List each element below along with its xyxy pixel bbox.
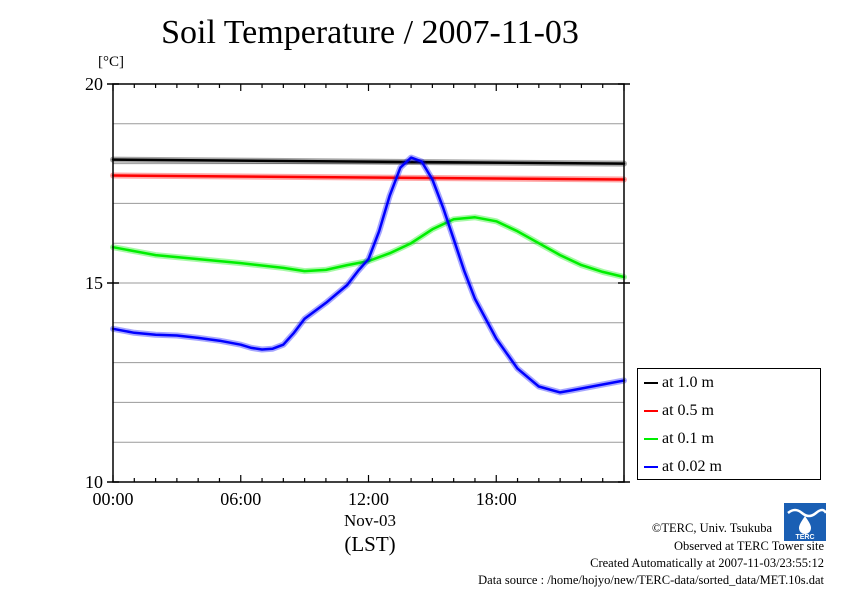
logo-text: TERC [795, 534, 814, 541]
x-tick-label: 18:00 [476, 489, 517, 509]
x-tick-label: 06:00 [220, 489, 261, 509]
y-axis-unit: [°C] [98, 54, 124, 70]
footer-source: Data source : /home/hojyo/new/TERC-data/… [478, 573, 824, 587]
series-line-3 [111, 156, 626, 394]
y-tick-label: 20 [85, 74, 103, 94]
chart-title: Soil Temperature / 2007-11-03 [161, 14, 579, 51]
legend-swatch-1m [644, 382, 658, 384]
grid [113, 123, 624, 443]
footer-site: Observed at TERC Tower site [673, 539, 824, 553]
legend-swatch-0-1m [644, 438, 658, 440]
legend-item-0-02m: at 0.02 m [644, 457, 722, 477]
y-tick-label: 10 [85, 472, 103, 492]
legend-label-1m: at 1.0 m [662, 374, 714, 391]
legend-label-0-5m: at 0.5 m [662, 402, 714, 419]
axis-ticks: 10 15 20 00:00 06:00 12:00 18:00 [85, 74, 630, 509]
x-tick-label: 12:00 [348, 489, 389, 509]
series-line-0 [111, 158, 626, 165]
series-layer [110, 154, 627, 396]
legend-label-0-02m: at 0.02 m [662, 458, 722, 475]
legend: at 1.0 m at 0.5 m at 0.1 m at 0.02 m [637, 368, 821, 480]
legend-item-1m: at 1.0 m [644, 373, 714, 393]
y-tick-label: 15 [85, 273, 103, 293]
series-line-1 [111, 174, 626, 181]
footer-copyright: ©TERC, Univ. Tsukuba [651, 521, 772, 535]
series-line-2 [111, 216, 626, 279]
x-axis-label: (LST) [344, 532, 396, 556]
footer-created: Created Automatically at 2007-11-03/23:5… [590, 556, 824, 570]
terc-logo-icon: TERC [784, 503, 826, 541]
x-tick-label: 00:00 [92, 489, 133, 509]
legend-swatch-0-02m [644, 466, 658, 468]
legend-swatch-0-5m [644, 410, 658, 412]
x-axis-date: Nov-03 [344, 511, 396, 530]
legend-item-0-5m: at 0.5 m [644, 401, 714, 421]
legend-label-0-1m: at 0.1 m [662, 430, 714, 447]
legend-item-0-1m: at 0.1 m [644, 429, 714, 449]
